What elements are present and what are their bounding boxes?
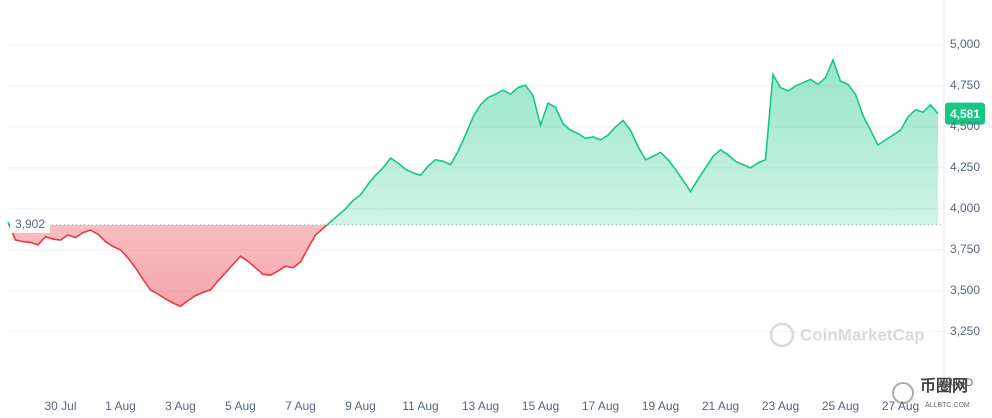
y-tick-label: 5,000 xyxy=(950,37,980,51)
watermark: CoinMarketCap xyxy=(769,322,925,348)
x-tick-label: 25 Aug xyxy=(822,399,859,413)
x-tick-label: 1 Aug xyxy=(105,399,136,413)
price-line-down xyxy=(8,224,329,308)
area-down xyxy=(8,224,938,307)
x-tick-label: 27 Aug xyxy=(882,399,919,413)
x-tick-label: 11 Aug xyxy=(402,399,438,413)
price-line-up xyxy=(7,57,939,225)
x-tick-label: 9 Aug xyxy=(345,399,376,413)
y-tick-label: 3,250 xyxy=(950,324,980,338)
x-tick-label: 7 Aug xyxy=(285,399,316,413)
site-name: 币圈网 xyxy=(920,377,968,395)
last-price-badge xyxy=(945,102,985,125)
y-tick-label: 3,500 xyxy=(950,283,980,297)
x-tick-label: 15 Aug xyxy=(522,399,559,413)
x-tick-label: 13 Aug xyxy=(462,399,499,413)
baseline-label: 3,902 xyxy=(15,217,45,231)
y-tick-label: 4,750 xyxy=(950,78,980,92)
x-tick-label: 17 Aug xyxy=(582,399,619,413)
x-tick-label: 23 Aug xyxy=(762,399,799,413)
y-tick-label: 4,250 xyxy=(950,160,980,174)
site-watermark: 币圈网 ALLBTC.COM xyxy=(892,377,970,409)
x-tick-label: 5 Aug xyxy=(225,399,256,413)
watermark-text: CoinMarketCap xyxy=(800,325,925,344)
y-unit: USD xyxy=(950,377,973,389)
x-tick-label: 19 Aug xyxy=(642,399,679,413)
area-up xyxy=(8,59,938,225)
site-url: ALLBTC.COM xyxy=(925,402,970,409)
y-tick-label: 4,500 xyxy=(950,119,980,133)
y-tick-label: 4,000 xyxy=(950,201,980,215)
x-tick-label: 3 Aug xyxy=(165,399,196,413)
baseline-label-bg xyxy=(10,216,50,233)
y-tick-label: 3,750 xyxy=(950,242,980,256)
last-price-label: 4,581 xyxy=(950,107,980,121)
x-tick-label: 21 Aug xyxy=(702,399,739,413)
x-tick-label: 30 Jul xyxy=(44,399,76,413)
